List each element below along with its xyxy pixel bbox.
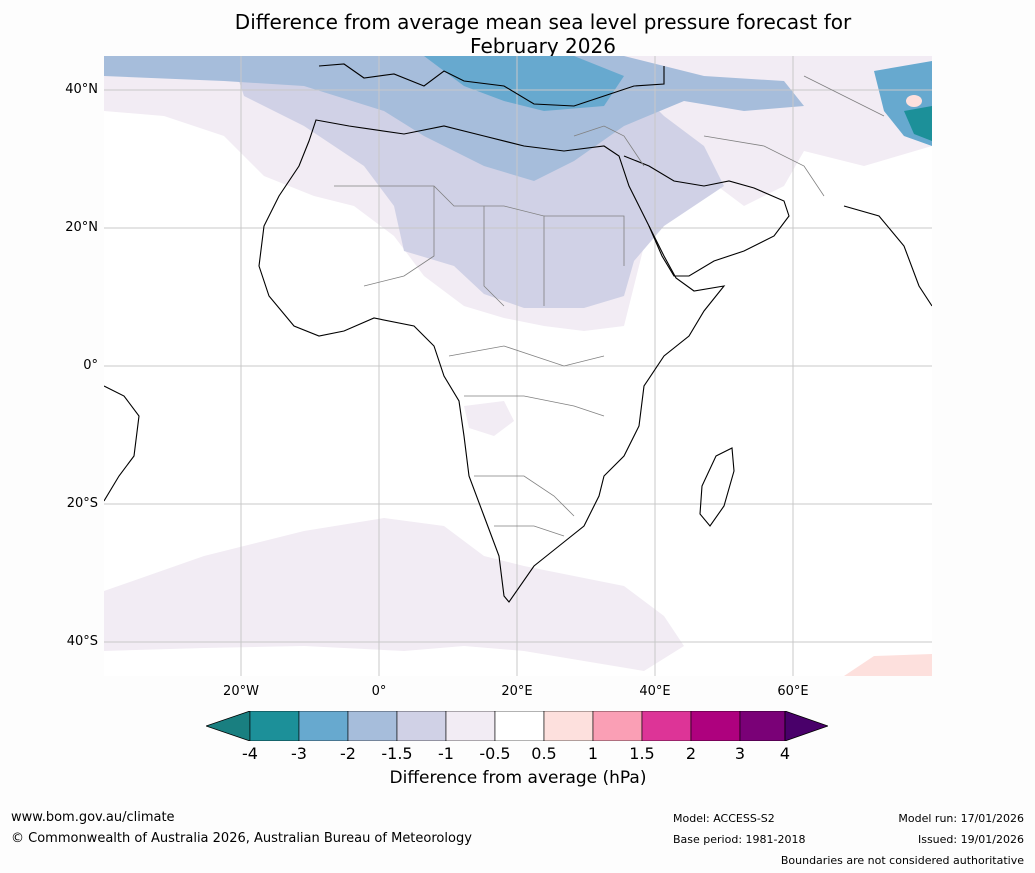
colorbar-swatch-6 bbox=[494, 711, 545, 741]
graticule bbox=[104, 56, 932, 676]
colorbar-tick: -2 bbox=[340, 744, 356, 763]
map-svg bbox=[104, 56, 932, 676]
lat-label-0: 0° bbox=[83, 358, 98, 373]
anomaly-region-plus0.5-asia bbox=[906, 95, 922, 107]
lat-label-20n: 20°N bbox=[65, 220, 98, 235]
colorbar-tick: -1.5 bbox=[381, 744, 413, 763]
colorbar-swatch-1 bbox=[249, 711, 300, 741]
anomaly-region-minus4-central-asia bbox=[904, 106, 932, 141]
base-period: Base period: 1981-2018 bbox=[673, 833, 806, 846]
coastlines bbox=[104, 63, 932, 603]
lon-label-0: 0° bbox=[371, 684, 387, 699]
anomaly-region-minus1-southern-ocean bbox=[104, 518, 684, 671]
colorbar-tick: -4 bbox=[242, 744, 258, 763]
title-line-2: February 2026 bbox=[470, 34, 616, 58]
coastline-south-america bbox=[104, 385, 140, 502]
colorbar-tick: 0.5 bbox=[531, 744, 557, 763]
issued-date: Issued: 19/01/2026 bbox=[917, 833, 1024, 846]
map-title: Difference from average mean sea level p… bbox=[150, 10, 936, 58]
coastline-madagascar bbox=[699, 447, 735, 527]
colorbar-swatch-2 bbox=[298, 711, 349, 741]
colorbar-tick: -3 bbox=[291, 744, 307, 763]
colorbar-swatch-7 bbox=[543, 711, 594, 741]
colorbar-swatch-3 bbox=[347, 711, 398, 741]
colorbar bbox=[206, 711, 828, 741]
colorbar-tick: -0.5 bbox=[479, 744, 511, 763]
colorbar-max-arrow bbox=[784, 711, 828, 741]
coastline-arabia bbox=[623, 155, 790, 277]
colorbar-swatch-9 bbox=[641, 711, 692, 741]
coastline-europe bbox=[318, 63, 665, 107]
anomaly-region-minus1-southeast bbox=[464, 401, 514, 436]
colorbar-tick: 1 bbox=[587, 744, 599, 763]
colorbar-tick: 1.5 bbox=[629, 744, 655, 763]
country-borders bbox=[334, 75, 885, 537]
colorbar-tick: -1 bbox=[438, 744, 454, 763]
lon-label-20w: 20°W bbox=[223, 684, 259, 699]
colorbar-tick: 2 bbox=[685, 744, 697, 763]
boundary-disclaimer: Boundaries are not considered authoritat… bbox=[780, 854, 1024, 867]
title-line-1: Difference from average mean sea level p… bbox=[234, 10, 852, 34]
colorbar-tick: 3 bbox=[734, 744, 746, 763]
colorbar-swatch-8 bbox=[592, 711, 643, 741]
lon-label-60e: 60°E bbox=[777, 684, 809, 699]
lat-label-40s: 40°S bbox=[66, 634, 98, 649]
colorbar-swatch-4 bbox=[396, 711, 447, 741]
colorbar-tick: 4 bbox=[779, 744, 791, 763]
colorbar-label: Difference from average (hPa) bbox=[389, 768, 647, 788]
anomaly-region-plus0.5-south bbox=[844, 654, 932, 676]
model-run-date: Model run: 17/01/2026 bbox=[898, 812, 1024, 825]
pressure-anomaly-map bbox=[104, 56, 932, 676]
lon-label-20e: 20°E bbox=[501, 684, 533, 699]
colorbar-min-arrow bbox=[206, 711, 251, 741]
colorbar-swatch-5 bbox=[445, 711, 496, 741]
copyright-notice: © Commonwealth of Australia 2026, Austra… bbox=[11, 831, 472, 846]
model-name: Model: ACCESS-S2 bbox=[673, 812, 775, 825]
lon-label-40e: 40°E bbox=[639, 684, 671, 699]
coastline-india bbox=[843, 205, 932, 307]
anomaly-region-minus3-med bbox=[424, 56, 624, 111]
colorbar-swatch-10 bbox=[690, 711, 741, 741]
coastline-africa bbox=[258, 119, 726, 603]
website-link[interactable]: www.bom.gov.au/climate bbox=[11, 810, 175, 825]
lat-label-20s: 20°S bbox=[66, 496, 98, 511]
colorbar-swatch-11 bbox=[739, 711, 786, 741]
lat-label-40n: 40°N bbox=[65, 82, 98, 97]
